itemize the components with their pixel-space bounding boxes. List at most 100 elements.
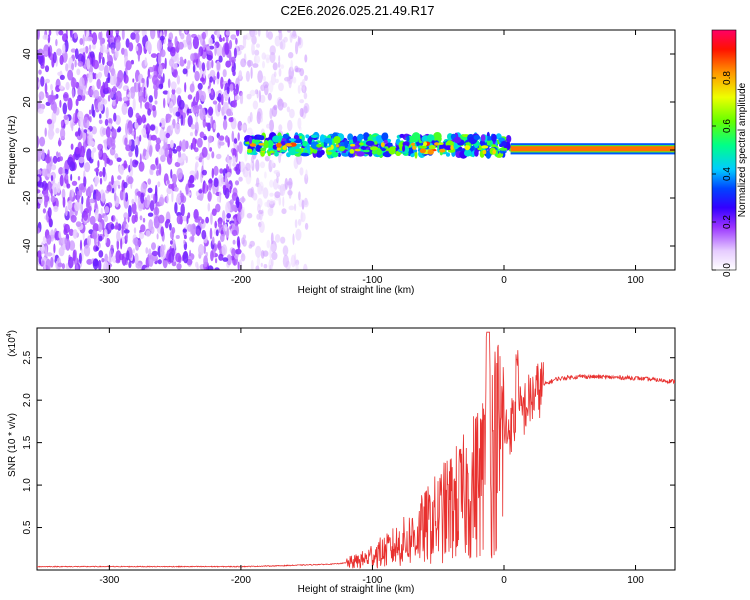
spectrogram-noise-cell	[44, 127, 47, 137]
spectrogram-noise-cell	[62, 102, 68, 115]
spectrogram-noise-cell	[105, 107, 109, 119]
spectrogram-noise-cell	[218, 55, 223, 63]
spectrogram-signal-cell	[316, 143, 322, 148]
spectrogram-noise-cell	[277, 98, 284, 111]
spectrogram-noise-cell	[95, 191, 102, 202]
spectrogram-noise-cell	[107, 72, 111, 82]
spectrogram-signal-cell	[360, 145, 366, 150]
spectrogram-noise-cell	[100, 207, 103, 216]
snr-x-label: Height of straight line (km)	[298, 584, 415, 595]
spectrogram-noise-cell	[167, 179, 170, 185]
spectrogram-noise-cell	[122, 190, 126, 202]
spectrogram-noise-cell	[229, 199, 234, 205]
spectrogram-noise-cell	[299, 107, 304, 118]
spectrogram-noise-cell	[141, 114, 146, 124]
spectrogram-noise-cell	[82, 47, 86, 53]
spectrogram-noise-cell	[228, 49, 232, 62]
spectrogram-noise-cell	[172, 62, 178, 70]
spectrogram-noise-cell	[169, 222, 172, 231]
spectrogram-noise-cell	[109, 35, 115, 45]
spectrogram-noise-cell	[65, 205, 68, 217]
spectrogram-noise-cell	[128, 123, 133, 134]
spectrogram-noise-cell	[133, 30, 140, 34]
spectrogram-noise-cell	[194, 129, 198, 137]
spectrogram-noise-cell	[258, 209, 264, 215]
spectrogram-noise-cell	[272, 62, 278, 71]
colorbar-tick-label: 0.0	[722, 263, 733, 277]
spectrogram-noise-cell	[232, 155, 236, 165]
spectrogram-noise-cell	[211, 208, 217, 216]
spectrogram-noise-cell	[251, 30, 258, 36]
spectrogram-noise-cell	[123, 181, 128, 189]
spectrogram-noise-cell	[48, 215, 52, 226]
spectrogram-noise-cell	[206, 185, 209, 192]
spectrogram-signal-cell	[362, 149, 370, 153]
spectrogram-noise-cell	[42, 208, 47, 214]
spectrogram-signal-cell	[374, 141, 378, 145]
spectrogram-signal-cell	[289, 138, 297, 142]
spectrogram-noise-cell	[135, 73, 139, 83]
spectrogram-noise-cell	[168, 183, 174, 189]
spectrogram-noise-cell	[246, 212, 253, 219]
spectrogram-noise-cell	[145, 230, 151, 237]
spectrogram-noise-cell	[217, 93, 222, 103]
spectrogram-noise-cell	[88, 206, 92, 217]
spectrogram-noise-cell	[123, 216, 127, 228]
spectrogram-noise-cell	[207, 135, 213, 144]
spectrogram-noise-cell	[211, 151, 215, 159]
spectrogram-noise-cell	[39, 136, 46, 147]
spectrogram-noise-cell	[68, 240, 76, 251]
spectrogram-noise-cell	[58, 137, 61, 147]
spectrogram-signal-cell	[286, 144, 292, 147]
spectrogram-noise-cell	[294, 219, 298, 229]
spectrogram-noise-cell	[63, 114, 69, 121]
spectrogram-noise-cell	[127, 205, 132, 217]
spectrogram-noise-cell	[196, 263, 199, 270]
spectrogram-noise-cell	[134, 160, 139, 165]
spectrogram-noise-cell	[58, 85, 64, 90]
spectrogram-noise-cell	[86, 58, 91, 70]
spectrogram-noise-cell	[96, 78, 102, 90]
spectrogram-noise-cell	[84, 162, 91, 173]
spectrogram-noise-cell	[91, 230, 98, 240]
spectrogram-signal-cell	[492, 149, 497, 155]
spectrogram-noise-cell	[172, 69, 178, 78]
spectrogram-signal-cell	[331, 151, 339, 158]
spectrogram-noise-cell	[158, 148, 165, 156]
spectrogram-noise-cell	[92, 109, 96, 118]
spectrogram-noise-cell	[46, 162, 52, 174]
spectrogram-noise-cell	[270, 243, 276, 252]
spectrogram-noise-cell	[60, 120, 64, 127]
spectrogram-noise-cell	[171, 190, 174, 203]
spectrogram-noise-cell	[50, 175, 54, 182]
spectrogram-noise-cell	[39, 53, 44, 66]
spectrogram-noise-cell	[86, 119, 90, 129]
spectrogram-noise-cell	[240, 124, 247, 131]
spectrogram-noise-cell	[132, 78, 135, 83]
spectrogram-noise-cell	[215, 203, 221, 213]
spectrogram-noise-cell	[98, 119, 103, 125]
spectrogram-noise-cell	[260, 262, 263, 267]
spectrogram-noise-cell	[131, 198, 135, 205]
spectrogram-noise-cell	[84, 30, 87, 37]
spectrogram-noise-cell	[50, 188, 53, 197]
spectrogram-noise-cell	[87, 129, 90, 135]
spectrogram-noise-cell	[104, 118, 109, 126]
spectrogram-noise-cell	[228, 159, 232, 170]
spectrogram-signal-cell	[376, 148, 382, 156]
spectrogram-noise-cell	[192, 64, 196, 73]
spectrogram-noise-cell	[68, 228, 74, 236]
snr-y-tick-label: 2.0	[22, 393, 33, 407]
spectrogram-noise-cell	[66, 183, 71, 189]
spectrogram-noise-cell	[52, 155, 58, 164]
spectrogram-noise-cell	[184, 104, 189, 109]
spectrogram-noise-cell	[78, 156, 85, 164]
spectrogram-noise-cell	[64, 237, 67, 245]
spectrogram-noise-cell	[118, 165, 124, 174]
spectrogram-signal-cell	[485, 150, 492, 159]
spectrogram-noise-cell	[163, 97, 166, 109]
snr-x-tick-label: 100	[627, 575, 644, 586]
spectrogram-noise-cell	[140, 95, 142, 109]
spectrogram-noise-cell	[134, 122, 139, 130]
spectrogram-noise-cell	[284, 177, 288, 190]
